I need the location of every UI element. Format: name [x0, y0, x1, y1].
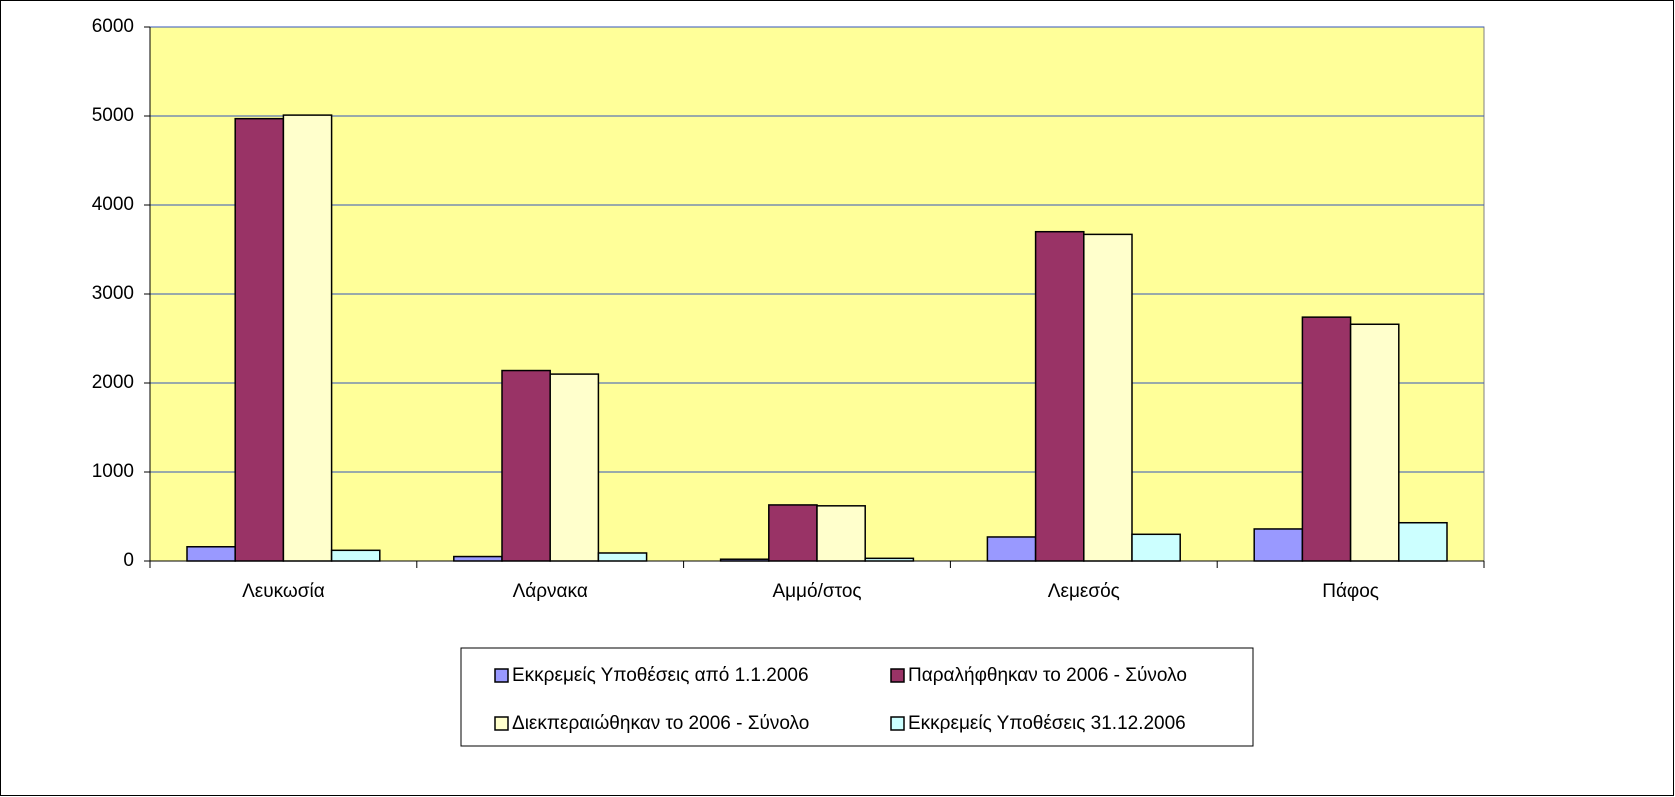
- bar: [1398, 521, 1448, 562]
- bar: [986, 536, 1037, 562]
- bar: [282, 114, 333, 562]
- bar: [234, 117, 285, 562]
- bar: [186, 546, 236, 562]
- legend-swatch: [494, 716, 509, 731]
- bar: [501, 369, 551, 562]
- legend-box: [460, 647, 1254, 747]
- bar: [719, 558, 770, 562]
- x-tick-label: Λάρνακα: [513, 581, 588, 602]
- y-tick-label: 6000: [92, 16, 134, 37]
- bar: [597, 552, 648, 562]
- y-tick-label: 5000: [92, 105, 134, 126]
- y-tick-label: 0: [123, 550, 134, 571]
- bar: [1301, 316, 1352, 562]
- bar: [330, 549, 381, 562]
- x-tick-label: Πάφος: [1322, 581, 1379, 602]
- x-tick-label: Λεμεσός: [1048, 581, 1120, 602]
- y-tick-label: 2000: [92, 372, 134, 393]
- bar: [1083, 233, 1133, 562]
- bar: [549, 373, 600, 562]
- legend-label: Παραλήφθηκαν το 2006 - Σύνολο: [908, 665, 1187, 686]
- y-tick-label: 3000: [92, 283, 134, 304]
- legend-swatch: [494, 668, 509, 683]
- bar: [816, 505, 866, 562]
- bar: [1253, 528, 1304, 562]
- x-tick-label: Αμμό/στος: [772, 581, 861, 602]
- bar: [453, 555, 503, 562]
- bar: [1131, 533, 1181, 562]
- y-tick-label: 4000: [92, 194, 134, 215]
- bar: [1034, 230, 1085, 562]
- x-tick-label: Λευκωσία: [242, 581, 325, 602]
- legend-label: Διεκπεραιώθηκαν το 2006 - Σύνολο: [512, 713, 809, 734]
- y-tick-label: 1000: [92, 461, 134, 482]
- legend-label: Εκκρεμείς Υποθέσεις 31.12.2006: [908, 713, 1186, 734]
- bar: [1349, 323, 1400, 562]
- bar: [864, 557, 915, 562]
- legend-label: Εκκρεμείς Υποθέσεις από 1.1.2006: [512, 665, 809, 686]
- legend-swatch: [890, 716, 905, 731]
- bar: [768, 504, 818, 562]
- legend-swatch: [890, 668, 905, 683]
